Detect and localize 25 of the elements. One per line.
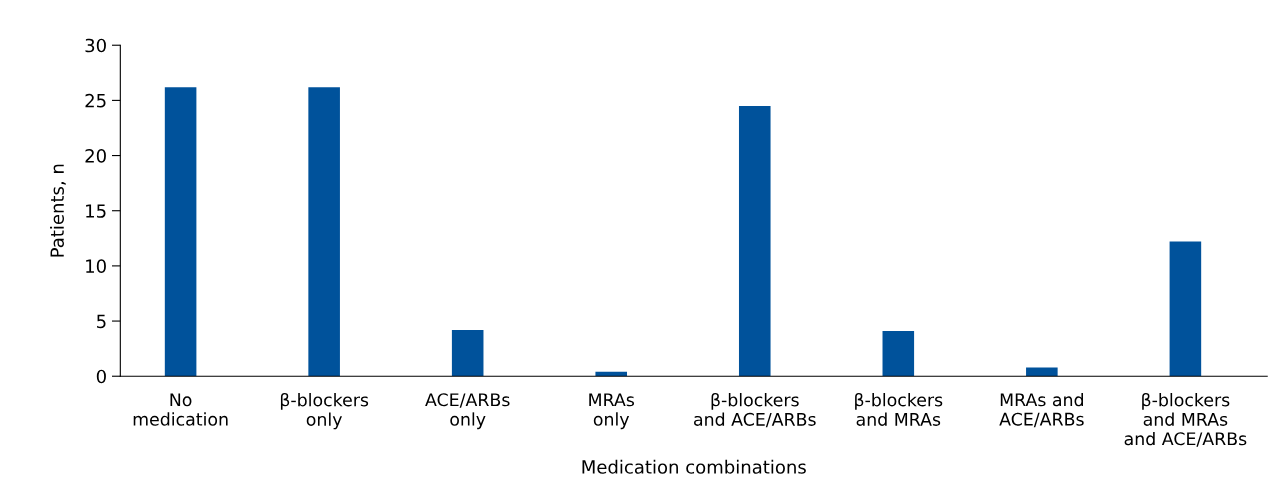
x-tick-label: β-blockers only [280,392,369,430]
y-tick-label: 20 [85,149,106,163]
bar [1169,241,1202,377]
x-tick-label: β-blockers and MRAs [855,392,943,426]
y-axis-title: Patients, n [50,164,66,257]
x-tick-label: ACE/ARBs only [425,393,510,430]
bar [308,87,340,377]
bar [451,329,484,377]
bar [1026,367,1058,377]
bar [738,105,771,377]
bar [164,87,197,377]
bar [882,330,915,377]
y-tick-label: 5 [97,314,106,329]
y-tick-label: 10 [86,259,106,274]
y-tick-label: 0 [96,369,106,384]
x-tick-label: MRAs and ACE/ARBs [999,392,1084,428]
y-tick-label: 15 [86,204,106,218]
y-tick-label: 30 [85,38,106,53]
x-tick-label: β-blockers and MRAs and ACE/ARBs [1124,392,1247,447]
x-tick-label: β-blockers and ACE/ARBs [694,392,816,428]
bar [595,371,628,377]
x-tick-label: MRAs only [589,393,635,430]
x-tick-label: No medication [133,393,228,426]
x-axis-title: Medication combinations [582,459,806,474]
y-tick-label: 25 [85,93,106,108]
